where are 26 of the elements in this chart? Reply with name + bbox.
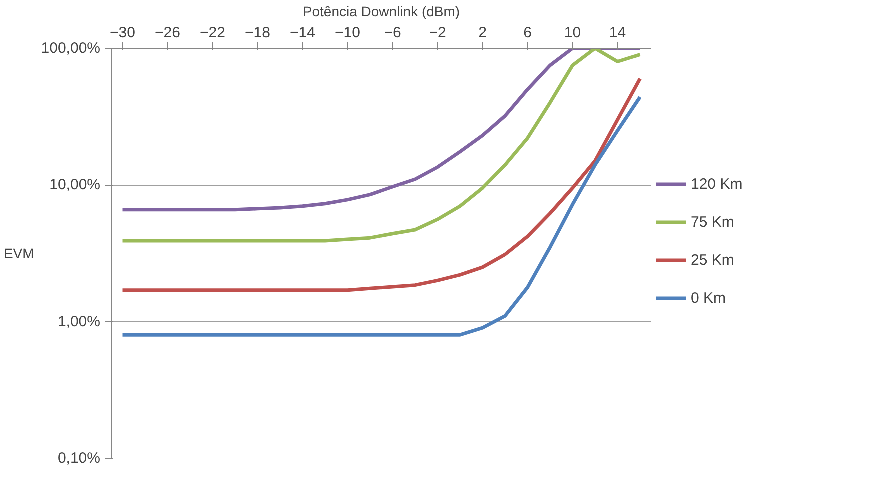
legend-label: 75 Km bbox=[691, 214, 734, 230]
x-tick-label: −10 bbox=[335, 24, 360, 42]
x-tick-label: −6 bbox=[384, 24, 402, 42]
x-tick-label: −22 bbox=[200, 24, 226, 42]
x-tick-label: −14 bbox=[290, 24, 316, 42]
y-tick-label: 100,00% bbox=[41, 40, 100, 57]
legend-label: 120 Km bbox=[691, 176, 743, 192]
x-tick-label: −30 bbox=[110, 24, 136, 42]
x-tick-label: −18 bbox=[245, 24, 270, 42]
x-tick-label: −2 bbox=[429, 24, 446, 42]
x-tick-label: 2 bbox=[478, 24, 487, 42]
line-series bbox=[121, 48, 642, 212]
y-axis-title: EVM bbox=[4, 246, 34, 262]
x-tick-label: 10 bbox=[564, 24, 582, 42]
line-series bbox=[121, 77, 642, 292]
x-tick-label: 14 bbox=[609, 24, 626, 42]
legend-label: 0 Km bbox=[691, 290, 726, 306]
x-tick-label: 6 bbox=[524, 24, 532, 42]
y-tick-label: 10,00% bbox=[50, 176, 100, 194]
line-series bbox=[121, 95, 642, 337]
y-tick-label: 0,10% bbox=[58, 450, 101, 467]
x-tick-label: −26 bbox=[155, 24, 180, 42]
y-tick-label: 1,00% bbox=[58, 313, 101, 330]
legend-label: 25 Km bbox=[691, 252, 734, 268]
x-axis-title: Potência Downlink (dBm) bbox=[302, 4, 460, 20]
line-series bbox=[121, 48, 642, 243]
